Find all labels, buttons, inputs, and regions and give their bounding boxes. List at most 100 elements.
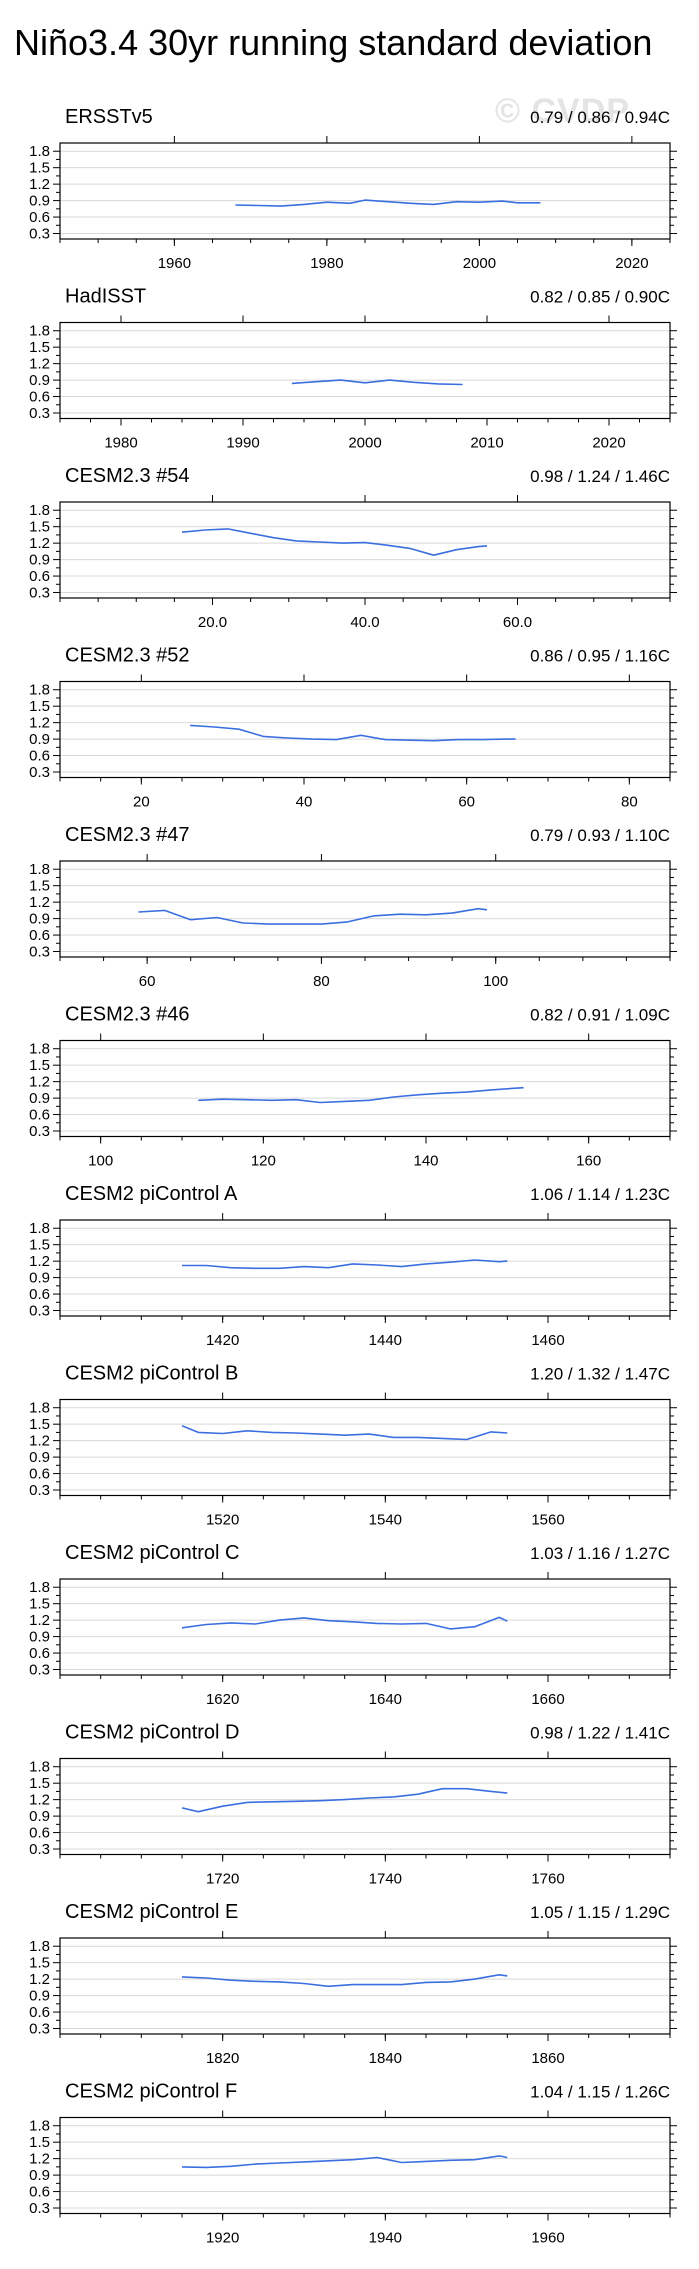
y-tick-label: 0.9 [29, 731, 50, 748]
y-tick-label: 0.6 [29, 209, 50, 226]
series-line [198, 1086, 524, 1104]
x-tick-label: 1920 [206, 2230, 239, 2247]
y-tick-label: 1.8 [29, 1579, 50, 1596]
y-tick-label: 0.6 [29, 1645, 50, 1662]
x-tick-label: 1740 [369, 1871, 402, 1888]
y-tick-label: 1.8 [29, 682, 50, 699]
y-tick-label: 0.9 [29, 1988, 50, 2005]
y-tick-label: 0.6 [29, 389, 50, 406]
panel-title: CESM2.3 #46 [65, 1004, 190, 1026]
y-tick-label: 0.6 [29, 1286, 50, 1303]
y-tick-label: 0.9 [29, 372, 50, 389]
panel-title: CESM2.3 #54 [65, 465, 190, 487]
panel-title: ERSSTv5 [65, 106, 153, 128]
y-tick-label: 0.3 [29, 764, 50, 781]
panel-title: CESM2 piControl A [65, 1183, 238, 1205]
x-tick-label: 100 [88, 1153, 113, 1170]
y-tick-label: 0.3 [29, 944, 50, 961]
y-tick-label: 0.3 [29, 1123, 50, 1140]
y-tick-label: 0.3 [29, 1841, 50, 1858]
plot-frame [59, 1219, 671, 1317]
y-tick-label: 1.8 [29, 1759, 50, 1776]
x-tick-label: 20 [133, 794, 150, 811]
x-tick-label: 1760 [531, 1871, 564, 1888]
y-tick-label: 1.2 [29, 2151, 50, 2168]
watermark-logo: © CVDP [495, 92, 630, 130]
panel-stats: 0.82 / 0.91 / 1.09C [530, 1006, 670, 1025]
y-tick-label: 1.2 [29, 894, 50, 911]
panel-stats: 0.98 / 1.22 / 1.41C [530, 1724, 670, 1743]
y-tick-label: 0.9 [29, 193, 50, 210]
x-tick-label: 2010 [470, 435, 503, 452]
plot-frame [59, 1757, 671, 1856]
panel-stats: 0.82 / 0.85 / 0.90C [530, 288, 670, 307]
y-tick-label: 1.5 [29, 339, 50, 356]
plot-frame [59, 1039, 671, 1138]
y-tick-label: 1.5 [29, 1237, 50, 1254]
panel-title: HadISST [65, 286, 146, 308]
plot-frame [59, 680, 671, 779]
y-tick-label: 0.3 [29, 1303, 50, 1320]
plot-frame [59, 860, 671, 958]
plot-frame [59, 2116, 671, 2215]
y-tick-label: 0.3 [29, 226, 50, 243]
y-tick-label: 1.2 [29, 1792, 50, 1809]
y-tick-label: 1.5 [29, 160, 50, 177]
panel-title: CESM2 piControl B [65, 1363, 238, 1385]
x-tick-label: 60 [458, 794, 475, 811]
y-tick-label: 1.8 [29, 502, 50, 519]
y-tick-label: 1.2 [29, 1074, 50, 1091]
panel-title: CESM2.3 #52 [65, 645, 190, 667]
x-tick-label: 20.0 [198, 614, 227, 631]
x-tick-label: 1560 [531, 1512, 564, 1529]
panel-stats: 1.04 / 1.15 / 1.26C [530, 2083, 670, 2102]
y-tick-label: 1.8 [29, 2118, 50, 2135]
x-tick-label: 60 [139, 973, 156, 990]
plot-frame [59, 1398, 671, 1497]
y-tick-label: 1.2 [29, 1433, 50, 1450]
y-tick-label: 1.8 [29, 1400, 50, 1417]
x-tick-label: 1980 [104, 435, 137, 452]
series-line [181, 1425, 508, 1441]
y-tick-label: 1.5 [29, 1955, 50, 1972]
x-tick-label: 1520 [206, 1512, 239, 1529]
plot-frame [59, 1578, 671, 1676]
panel-stats: 1.05 / 1.15 / 1.29C [530, 1903, 670, 1922]
y-tick-label: 1.5 [29, 519, 50, 536]
y-tick-label: 1.5 [29, 1057, 50, 1074]
x-tick-label: 40.0 [350, 614, 379, 631]
x-tick-label: 60.0 [503, 614, 532, 631]
x-tick-label: 1980 [310, 255, 343, 272]
x-tick-label: 1940 [369, 2230, 402, 2247]
x-tick-label: 1960 [158, 255, 191, 272]
series-line [190, 724, 516, 742]
x-tick-label: 2000 [348, 435, 381, 452]
y-tick-label: 1.8 [29, 143, 50, 160]
series-line [235, 199, 541, 207]
y-tick-label: 1.5 [29, 878, 50, 895]
y-tick-label: 1.8 [29, 323, 50, 340]
y-tick-label: 1.5 [29, 1416, 50, 1433]
plot-frame [59, 501, 671, 599]
y-tick-label: 0.6 [29, 1825, 50, 1842]
x-tick-label: 1820 [206, 2050, 239, 2067]
y-tick-label: 1.8 [29, 1938, 50, 1955]
y-tick-label: 0.9 [29, 911, 50, 928]
panel-stats: 1.06 / 1.14 / 1.23C [530, 1185, 670, 1204]
x-tick-label: 160 [576, 1153, 601, 1170]
y-tick-label: 0.6 [29, 1466, 50, 1483]
panel-title: CESM2 piControl F [65, 2081, 237, 2103]
y-tick-label: 1.2 [29, 1612, 50, 1629]
y-tick-label: 0.9 [29, 1808, 50, 1825]
x-tick-label: 1640 [369, 1691, 402, 1708]
panel-stats: 0.98 / 1.24 / 1.46C [530, 467, 670, 486]
y-tick-label: 0.9 [29, 1449, 50, 1466]
y-tick-label: 0.3 [29, 2200, 50, 2217]
y-tick-label: 0.3 [29, 2021, 50, 2038]
x-tick-label: 1990 [226, 435, 259, 452]
y-tick-label: 0.9 [29, 2167, 50, 2184]
x-tick-label: 140 [413, 1153, 438, 1170]
series-line [181, 1787, 508, 1813]
y-tick-label: 0.3 [29, 1662, 50, 1679]
x-tick-label: 40 [296, 794, 313, 811]
